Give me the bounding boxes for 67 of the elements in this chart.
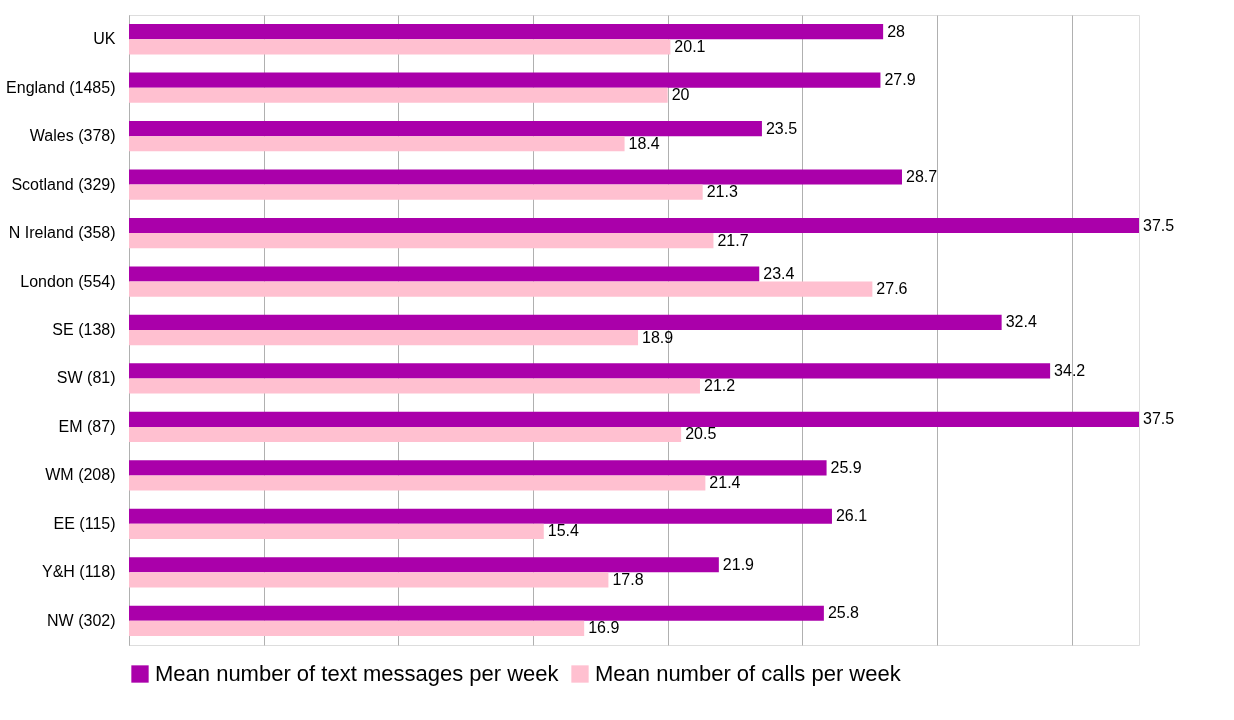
y-tick-label: London (554) <box>20 272 116 290</box>
bar <box>129 330 639 346</box>
bar <box>129 572 609 588</box>
bar <box>129 169 902 185</box>
data-label: 32.4 <box>1005 313 1037 331</box>
data-label: 18.4 <box>628 134 660 152</box>
bar <box>129 508 832 524</box>
bar <box>129 605 824 621</box>
y-tick-label: N Ireland (358) <box>8 224 116 242</box>
bar <box>129 87 668 103</box>
data-label: 28.7 <box>905 168 938 186</box>
data-label: 15.4 <box>547 522 580 540</box>
y-tick-label: NW (302) <box>47 611 116 629</box>
bar <box>129 426 682 443</box>
data-label: 17.8 <box>612 570 644 588</box>
data-label: 21.7 <box>717 231 749 249</box>
bar <box>129 24 884 40</box>
data-label: 37.5 <box>1143 216 1175 234</box>
bar <box>129 233 714 249</box>
data-label: 27.9 <box>884 71 916 89</box>
data-label: 25.8 <box>827 604 860 622</box>
bar <box>129 72 881 88</box>
data-label: 23.5 <box>765 119 798 137</box>
data-label: 34.2 <box>1054 361 1086 379</box>
bar <box>129 281 873 297</box>
data-label: 26.1 <box>835 507 868 525</box>
y-tick-label: SE (138) <box>52 321 116 338</box>
data-label: 21.2 <box>703 377 736 395</box>
data-label: 20.1 <box>674 37 706 55</box>
y-tick-label: Scotland (329) <box>11 175 116 193</box>
bar <box>129 378 700 394</box>
bar <box>129 411 1139 427</box>
bar <box>129 136 625 152</box>
legend-label: Mean number of calls per week <box>595 661 902 686</box>
bar <box>129 363 1051 379</box>
data-label: 21.3 <box>706 183 738 201</box>
data-label: 27.6 <box>876 280 908 298</box>
data-label: 16.9 <box>588 619 620 637</box>
bar <box>129 475 706 491</box>
y-tick-label: EE (115) <box>53 514 116 532</box>
bar <box>129 266 760 282</box>
bar <box>129 217 1139 234</box>
data-label: 28 <box>887 22 906 40</box>
data-label: 18.9 <box>642 328 674 346</box>
data-label: 20 <box>671 86 690 104</box>
y-tick-label: Wales (378) <box>29 127 116 145</box>
bar <box>129 460 827 476</box>
y-tick-label: WM (208) <box>45 466 116 484</box>
y-tick-label: SW (81) <box>56 369 116 387</box>
data-label: 25.9 <box>830 458 862 476</box>
y-tick-label: England (1485) <box>6 78 116 96</box>
y-tick-label: UK <box>93 30 116 48</box>
bar <box>129 314 1002 330</box>
data-label: 21.9 <box>722 555 755 573</box>
bar <box>129 39 671 55</box>
bar <box>129 523 544 539</box>
y-tick-label: EM (87) <box>58 417 116 435</box>
data-label: 20.5 <box>685 425 717 443</box>
bar <box>129 557 719 573</box>
bar <box>129 121 762 137</box>
data-label: 23.4 <box>763 264 795 282</box>
bar <box>129 620 585 636</box>
legend-label: Mean number of text messages per week <box>155 661 560 686</box>
data-label: 21.4 <box>709 473 741 491</box>
data-label: 37.5 <box>1143 410 1175 428</box>
y-tick-label: Y&H (118) <box>41 563 116 581</box>
bar <box>129 184 703 200</box>
